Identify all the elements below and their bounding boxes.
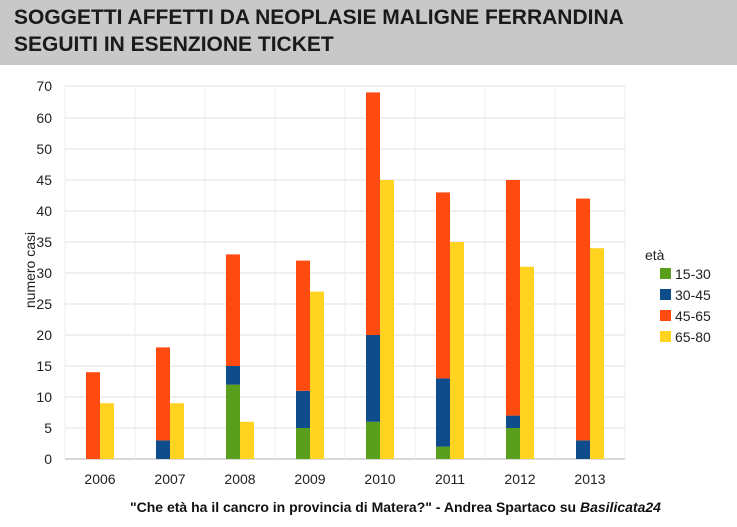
bar-15-30-2011 [436,446,450,459]
grid-lines [64,85,626,460]
legend-label: 45-65 [675,308,711,324]
y-tick-label: 15 [36,358,52,374]
y-tick-label: 20 [36,327,52,343]
legend-title: età [645,247,665,263]
y-tick-label: 5 [44,420,52,436]
chart-title: SOGGETTI AFFETTI DA NEOPLASIE MALIGNE FE… [14,6,624,29]
y-tick-label: 70 [36,78,52,94]
bar-65-80-2008 [240,421,254,459]
y-tick-label: 10 [36,389,52,405]
legend-label: 65-80 [675,329,711,345]
y-tick-label: 30 [36,265,52,281]
bar-30-45-2011 [436,378,450,447]
credit-text: "Che età ha il cancro in provincia di Ma… [130,499,580,515]
bar-30-45-2010 [366,335,380,422]
legend-swatch-65-80 [660,331,671,342]
bar-45-65-2007 [156,347,170,441]
legend: età 15-30 30-45 45-65 65-80 [645,247,711,345]
title-band [0,0,737,65]
bar-45-65-2006 [86,372,100,459]
bar-45-65-2011 [436,192,450,379]
bar-65-80-2010 [380,180,394,459]
x-tick-labels: 2006 2007 2008 2009 2010 2011 2012 2013 [84,471,605,487]
bar-15-30-2012 [506,428,520,459]
bar-30-45-2007 [156,440,170,459]
bar-45-65-2013 [576,198,590,441]
bar-45-65-2008 [226,254,240,366]
chart-subtitle: SEGUITI IN ESENZIONE TICKET [14,33,334,56]
x-tick-label: 2012 [504,471,535,487]
bar-15-30-2010 [366,421,380,459]
x-tick-label: 2009 [294,471,325,487]
x-tick-label: 2010 [364,471,395,487]
legend-swatch-45-65 [660,310,671,321]
bar-45-65-2009 [296,260,310,391]
y-tick-label: 45 [36,172,52,188]
bar-45-65-2012 [506,180,520,416]
bar-65-80-2007 [170,403,184,459]
bar-15-30-2009 [296,428,310,459]
y-tick-label: 35 [36,234,52,250]
y-tick-label: 25 [36,296,52,312]
legend-label: 15-30 [675,266,711,282]
bar-65-80-2009 [310,291,324,459]
y-axis-label: numero casi [22,232,38,308]
x-tick-label: 2006 [84,471,115,487]
x-tick-label: 2013 [574,471,605,487]
y-tick-label: 50 [36,141,52,157]
x-tick-label: 2007 [154,471,185,487]
credit-line: "Che età ha il cancro in provincia di Ma… [130,499,661,515]
bar-30-45-2013 [576,440,590,459]
bar-45-65-2010 [366,92,380,336]
bar-65-80-2013 [590,248,604,459]
legend-label: 30-45 [675,287,711,303]
bar-30-45-2008 [226,366,240,385]
bar-30-45-2012 [506,415,520,428]
bar-65-80-2012 [520,266,534,459]
y-tick-label: 0 [44,451,52,467]
bar-15-30-2008 [226,384,240,459]
legend-swatch-15-30 [660,268,671,279]
x-tick-label: 2011 [435,471,465,487]
legend-swatch-30-45 [660,289,671,300]
bar-65-80-2006 [100,403,114,459]
y-tick-label: 40 [36,203,52,219]
y-tick-label: 60 [36,110,52,126]
bar-65-80-2011 [450,242,464,459]
y-tick-labels: 0 5 10 15 20 25 30 35 40 45 50 60 70 [36,78,52,467]
bars [86,92,604,459]
bar-30-45-2009 [296,390,310,428]
x-tick-label: 2008 [224,471,255,487]
credit-source: Basilicata24 [579,499,661,515]
